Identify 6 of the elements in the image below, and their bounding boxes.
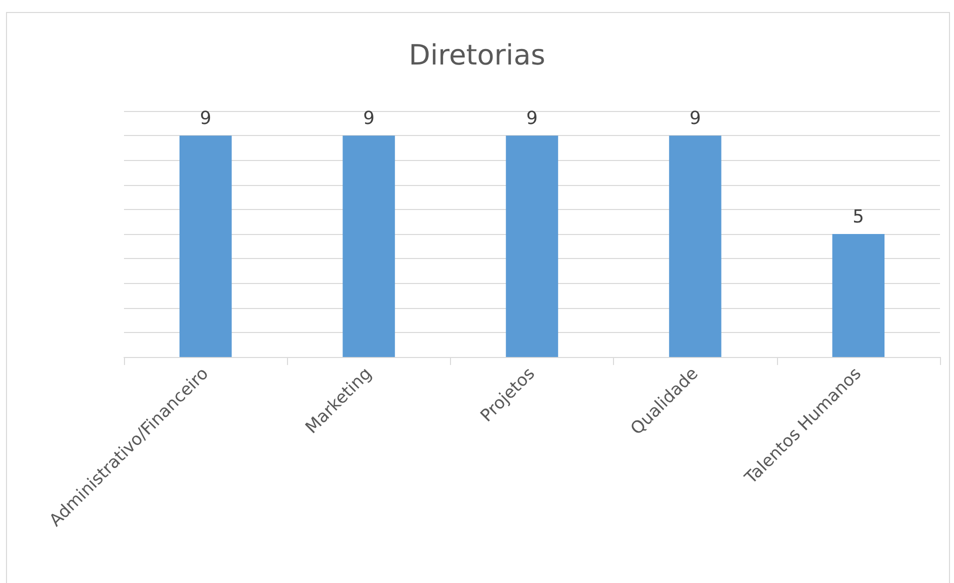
data-label: 9 (363, 108, 375, 130)
data-label: 9 (526, 108, 538, 130)
data-label: 9 (689, 108, 701, 130)
data-label: 9 (200, 108, 212, 130)
data-label: 5 (852, 206, 864, 228)
chart-title: Diretorias (408, 38, 546, 72)
